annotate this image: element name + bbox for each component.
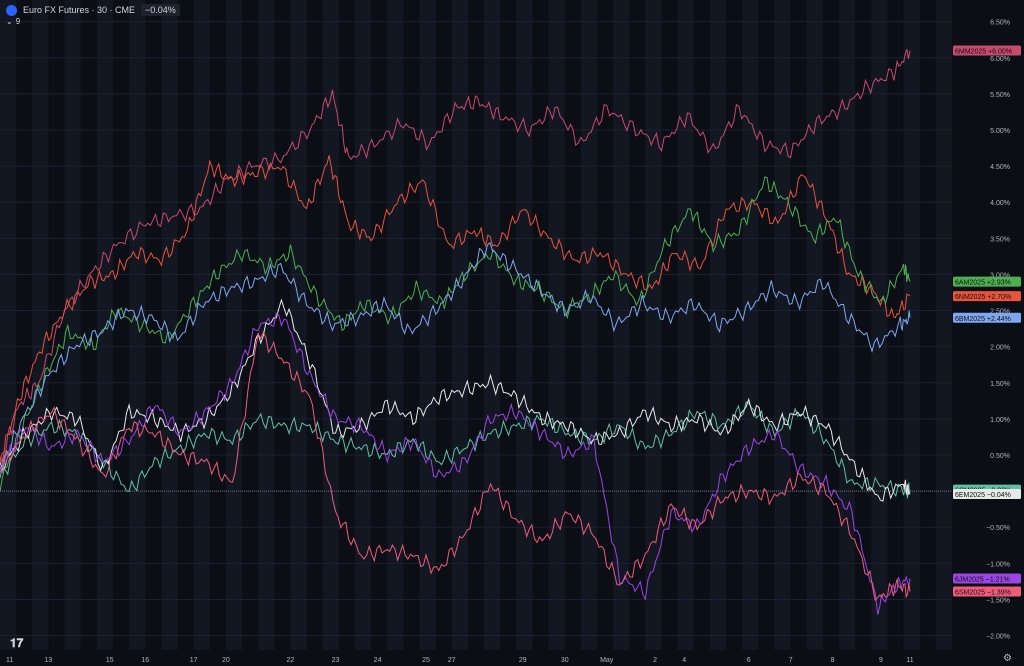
- indicator-count: 9: [15, 17, 21, 26]
- y-tick-label: 3.00%: [990, 272, 1010, 279]
- session-band: [193, 0, 210, 650]
- session-band: [354, 0, 372, 650]
- y-tick-label: 0.50%: [990, 453, 1010, 460]
- y-tick-label: 3.50%: [990, 236, 1010, 243]
- series-label-6AM2025: 6AM2025 +2.93%: [953, 276, 1021, 287]
- session-band: [516, 0, 533, 650]
- session-band: [709, 0, 727, 650]
- session-band: [903, 0, 920, 650]
- y-tick-label: 1.00%: [990, 417, 1010, 424]
- y-tick-label: 6.50%: [990, 20, 1010, 27]
- session-band: [290, 0, 307, 650]
- x-tick-label: 27: [448, 657, 456, 664]
- series-label-6EM2025: 6EM2025 −0.04%: [953, 489, 1021, 499]
- svg-text:6JM2025 −1.21%: 6JM2025 −1.21%: [955, 577, 1010, 584]
- session-band: [129, 0, 146, 650]
- session-band: [613, 0, 630, 650]
- svg-text:6NM2025 +2.70%: 6NM2025 +2.70%: [955, 294, 1011, 301]
- svg-text:6EM2025 −0.04%: 6EM2025 −0.04%: [955, 492, 1011, 499]
- symbol-change-badge: −0.04%: [141, 4, 180, 16]
- session-band: [677, 0, 694, 650]
- session-band: [387, 0, 404, 650]
- session-band: [742, 0, 759, 650]
- symbol-header[interactable]: Euro FX Futures · 30 · CME −0.04%: [6, 4, 180, 16]
- y-tick-label: 6.00%: [990, 56, 1010, 63]
- indicators-toggle[interactable]: ⌄ 9: [6, 17, 20, 26]
- x-tick-label: 20: [222, 657, 230, 664]
- series-line-6SM2025: [0, 330, 911, 602]
- series-line-6MM2025: [0, 49, 911, 463]
- session-band: [839, 0, 856, 650]
- session-band: [484, 0, 501, 650]
- x-tick-label: 23: [332, 657, 340, 664]
- session-band: [774, 0, 791, 650]
- session-band: [806, 0, 823, 650]
- y-tick-label: 1.50%: [990, 381, 1010, 388]
- gear-icon[interactable]: ⚙: [1003, 653, 1012, 664]
- session-band: [451, 0, 468, 650]
- y-tick-label: 2.00%: [990, 345, 1010, 352]
- y-tick-label: −1.50%: [986, 597, 1010, 604]
- y-tick-label: −1.00%: [986, 561, 1010, 568]
- series-label-6NM2025: 6NM2025 +2.70%: [953, 291, 1021, 302]
- x-tick-label: 9: [879, 657, 883, 664]
- y-tick-label: −2.00%: [986, 634, 1010, 641]
- y-tick-label: 4.00%: [990, 200, 1010, 207]
- session-band: [645, 0, 662, 650]
- y-tick-label: −0.50%: [986, 525, 1010, 532]
- exchange-logo-icon: [6, 4, 17, 16]
- y-tick-label: 4.50%: [990, 164, 1010, 171]
- symbol-title[interactable]: Euro FX Futures · 30 · CME: [23, 5, 136, 15]
- series-label-6BM2025: 6BM2025 +2.44%: [953, 312, 1021, 323]
- series-label-6SM2025: 6SM2025 −1.39%: [953, 586, 1021, 597]
- x-tick-label: 7: [789, 657, 793, 664]
- x-tick-label: 4: [682, 657, 686, 664]
- x-tick-label: 29: [519, 657, 527, 664]
- svg-text:6AM2025 +2.93%: 6AM2025 +2.93%: [955, 280, 1011, 287]
- series-label-6JM2025: 6JM2025 −1.21%: [953, 573, 1021, 584]
- session-band: [580, 0, 598, 650]
- chevron-down-icon: ⌄: [6, 17, 13, 26]
- series-line-6EM2025: [0, 298, 911, 502]
- x-tick-label: 16: [141, 657, 149, 664]
- x-tick-label: 11: [6, 657, 13, 664]
- x-tick-label: 17: [190, 657, 198, 664]
- session-band: [548, 0, 565, 650]
- svg-text:6BM2025 +2.44%: 6BM2025 +2.44%: [955, 316, 1011, 323]
- y-tick-label: 5.50%: [990, 92, 1010, 99]
- x-tick-label: 22: [287, 657, 295, 664]
- series-line-6JM2025: [0, 312, 911, 615]
- svg-text:6SM2025 −1.39%: 6SM2025 −1.39%: [955, 590, 1011, 597]
- session-band: [935, 0, 952, 650]
- session-band: [225, 0, 243, 650]
- session-band: [32, 0, 49, 650]
- svg-text:6MM2025 +6.00%: 6MM2025 +6.00%: [955, 49, 1012, 56]
- session-band: [64, 0, 81, 650]
- x-tick-label: 24: [374, 657, 382, 664]
- session-band: [161, 0, 178, 650]
- x-tick-label: 13: [45, 657, 53, 664]
- series-label-6MM2025: 6MM2025 +6.00%: [953, 45, 1021, 56]
- x-tick-label: 6: [747, 657, 751, 664]
- y-tick-label: 5.00%: [990, 128, 1010, 135]
- series-line-6BM2025: [0, 241, 911, 469]
- x-tick-label: 2: [653, 657, 657, 664]
- x-tick-label: 25: [422, 657, 430, 664]
- tradingview-logo-icon: 𝟏𝟕: [10, 636, 24, 650]
- series-line-6CM2025: [0, 401, 911, 499]
- x-tick-label: May: [600, 657, 614, 664]
- x-tick-label: 30: [561, 657, 569, 664]
- x-tick-label: 11: [906, 657, 913, 664]
- session-band: [0, 0, 17, 650]
- series-line-6AM2025: [0, 176, 911, 492]
- x-tick-label: 15: [106, 657, 114, 664]
- session-band: [96, 0, 113, 650]
- y-tick-label: 2.50%: [990, 309, 1010, 316]
- x-tick-label: 8: [831, 657, 835, 664]
- series-line-6NM2025: [0, 155, 911, 464]
- session-band: [871, 0, 888, 650]
